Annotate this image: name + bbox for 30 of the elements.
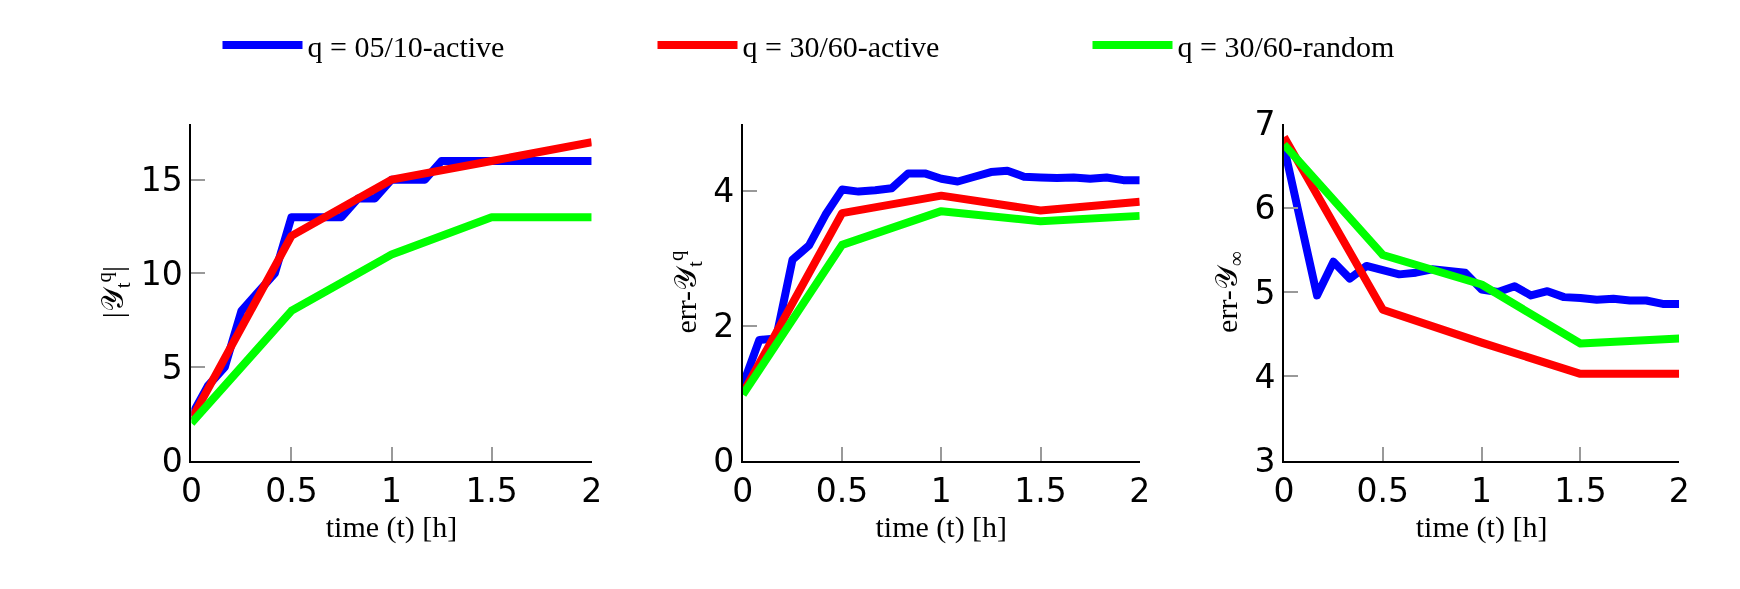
y-tick-label: 2 — [713, 306, 735, 346]
x-tick-label: 0.5 — [815, 471, 869, 511]
y-tick-label: 0 — [161, 441, 183, 481]
x-tick-label: 0.5 — [1356, 471, 1410, 511]
legend-label: q = 30/60-active — [742, 29, 940, 63]
x-tick-label: 1 — [930, 471, 952, 511]
x-tick-label: 1.5 — [465, 471, 518, 511]
x-tick-label: 1.5 — [1554, 471, 1607, 511]
y-tick-label: 3 — [1254, 441, 1276, 481]
x-axis-title: time (t) [h] — [325, 510, 458, 545]
x-tick-label: 1 — [1471, 471, 1493, 511]
x-tick-label: 2 — [1668, 471, 1690, 511]
y-tick-label: 4 — [713, 171, 735, 211]
x-axis-title: time (t) [h] — [1415, 510, 1548, 545]
x-tick-label: 1 — [381, 471, 403, 511]
x-tick-label: 2 — [581, 471, 603, 511]
y-tick-label: 15 — [140, 160, 183, 200]
y-tick-label: 0 — [713, 441, 735, 481]
x-tick-label: 1.5 — [1014, 471, 1067, 511]
x-axis-title: time (t) [h] — [875, 510, 1008, 545]
y-tick-label: 10 — [140, 253, 183, 293]
y-tick-label: 4 — [1254, 356, 1276, 396]
y-tick-label: 6 — [1254, 188, 1276, 228]
x-tick-label: 2 — [1129, 471, 1151, 511]
y-tick-label: 7 — [1254, 104, 1276, 144]
y-tick-label: 5 — [161, 347, 183, 387]
legend-label: q = 30/60-random — [1177, 29, 1395, 63]
legend-label: q = 05/10-active — [307, 29, 505, 63]
x-tick-label: 0.5 — [265, 471, 318, 511]
y-tick-label: 5 — [1254, 272, 1276, 312]
